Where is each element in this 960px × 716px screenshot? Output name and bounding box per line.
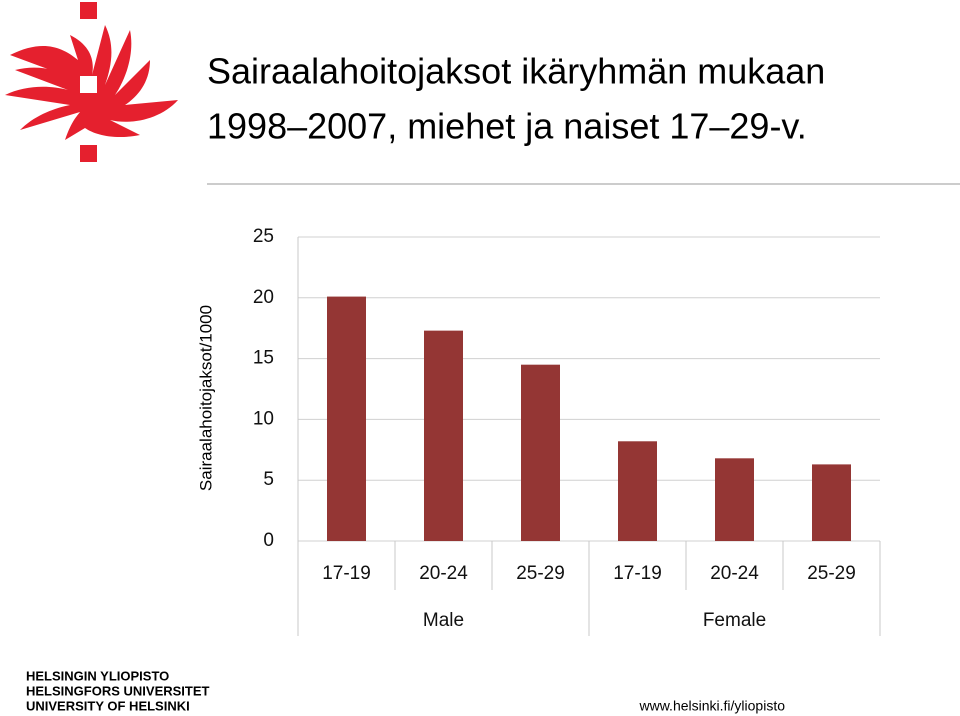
group-label: Female — [703, 610, 766, 631]
x-tick-label: 17-19 — [322, 563, 371, 584]
bar — [327, 296, 366, 541]
y-tick-label: 5 — [263, 469, 274, 490]
x-tick-label: 25-29 — [807, 563, 856, 584]
logo-text: HELSINGIN YLIOPISTO — [26, 668, 169, 683]
bar — [812, 464, 851, 541]
footer-url: www.helsinki.fi/yliopisto — [639, 698, 786, 714]
x-tick-label: 20-24 — [419, 563, 468, 584]
y-tick-label: 10 — [253, 408, 274, 429]
y-tick-label: 0 — [263, 530, 274, 551]
x-tick-label: 25-29 — [516, 563, 565, 584]
y-tick-label: 20 — [253, 287, 274, 308]
group-label: Male — [423, 610, 464, 631]
y-axis-label: Sairaalahoitojaksot/1000 — [196, 305, 215, 491]
bar — [618, 441, 657, 541]
logo-text: HELSINGFORS UNIVERSITET — [26, 683, 210, 698]
logo-cross — [80, 76, 97, 93]
logo-text: UNIVERSITY OF HELSINKI — [26, 698, 190, 713]
bar — [715, 458, 754, 541]
chart-title: Sairaalahoitojaksot ikäryhmän mukaan — [207, 51, 825, 92]
x-tick-label: 17-19 — [613, 563, 662, 584]
chart-subtitle: 1998–2007, miehet ja naiset 17–29-v. — [207, 106, 807, 147]
y-tick-label: 15 — [253, 348, 274, 369]
bar — [521, 364, 560, 541]
bar — [424, 330, 463, 541]
y-tick-label: 25 — [253, 226, 274, 247]
x-tick-label: 20-24 — [710, 563, 759, 584]
